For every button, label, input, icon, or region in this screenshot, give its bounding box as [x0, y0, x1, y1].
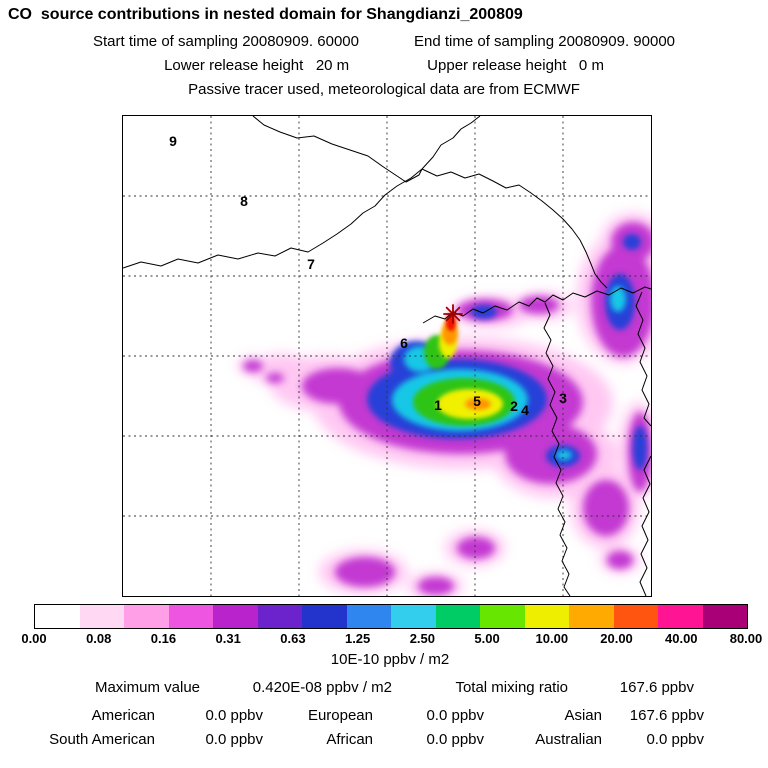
- colorbar-units: 10E-10 ppbv / m2: [330, 651, 450, 668]
- map-region-label: 6: [400, 335, 408, 351]
- map-region-label: 5: [473, 393, 481, 409]
- contributions-row-2: South American 0.0 ppbv African 0.0 ppbv…: [40, 731, 704, 748]
- colorbar-cell: [168, 605, 213, 628]
- contrib-value: 0.0 ppbv: [205, 731, 263, 748]
- colorbar-cell: [79, 605, 124, 628]
- colorbar-tick-label: 20.00: [600, 631, 633, 646]
- end-time-label: End time of sampling 20080909. 90000: [413, 33, 676, 50]
- colorbar-tick-label: 40.00: [664, 631, 698, 646]
- map-region-label: 8: [240, 193, 248, 209]
- map-region-label: 2: [510, 398, 518, 414]
- colorbar-cell: [302, 605, 347, 628]
- max-value: 0.420E-08 ppbv / m2: [252, 679, 392, 696]
- colorbar: [34, 604, 748, 629]
- sampling-times: Start time of sampling 20080909. 60000 E…: [0, 33, 768, 50]
- grid-lines: [123, 116, 651, 596]
- contrib-region: South American: [49, 731, 155, 748]
- colorbar-cell: [702, 605, 747, 628]
- colorbar-tick-label: 1.25: [344, 631, 371, 646]
- map-region-label: 7: [307, 256, 315, 272]
- map-region-label: 4: [521, 402, 529, 418]
- contributions-row-1: American 0.0 ppbv European 0.0 ppbv Asia…: [40, 707, 704, 724]
- colorbar-tick-label: 80.00: [729, 631, 763, 646]
- colorbar-cell: [480, 605, 525, 628]
- contrib-value: 0.0 ppbv: [426, 731, 484, 748]
- map-region-label: 3: [559, 390, 567, 406]
- contrib-value: 0.0 ppbv: [426, 707, 484, 724]
- summary-row: Maximum value 0.420E-08 ppbv / m2 Total …: [0, 679, 694, 696]
- colorbar-cell: [658, 605, 703, 628]
- contrib-region: American: [91, 707, 155, 724]
- colorbar-cell: [391, 605, 436, 628]
- colorbar-cell: [435, 605, 480, 628]
- colorbar-cell: [346, 605, 391, 628]
- map-region-label: 9: [169, 133, 177, 149]
- map-canvas: [123, 116, 651, 596]
- colorbar-cell: [257, 605, 302, 628]
- colorbar-cell: [524, 605, 569, 628]
- total-ratio-label: Total mixing ratio: [455, 679, 568, 696]
- start-time-label: Start time of sampling 20080909. 60000: [92, 33, 359, 50]
- contrib-region: Asian: [564, 707, 602, 724]
- colorbar-tick-label: 2.50: [409, 631, 436, 646]
- colorbar-tick-label: 0.08: [86, 631, 112, 646]
- colorbar-cell: [124, 605, 169, 628]
- lower-height-label: Lower release height 20 m: [164, 57, 350, 74]
- colorbar-cell: [35, 605, 80, 628]
- total-ratio-value: 167.6 ppbv: [619, 679, 694, 696]
- map-region-label: 1: [434, 397, 442, 413]
- colorbar-cell: [213, 605, 258, 628]
- contrib-value: 0.0 ppbv: [205, 707, 263, 724]
- colorbar-tick-label: 0.63: [280, 631, 306, 646]
- page-title: CO source contributions in nested domain…: [8, 6, 523, 23]
- tracer-note-label: Passive tracer used, meteorological data…: [188, 81, 580, 98]
- colorbar-tick-label: 5.00: [474, 631, 500, 646]
- contrib-value: 0.0 ppbv: [646, 731, 704, 748]
- station-marker-icon: [443, 304, 463, 324]
- release-heights: Lower release height 20 m Upper release …: [0, 57, 768, 74]
- colorbar-tick-label: 0.31: [215, 631, 241, 646]
- colorbar-tick-label: 0.16: [150, 631, 177, 646]
- upper-height-label: Upper release height 0 m: [427, 57, 604, 74]
- max-value-label: Maximum value: [94, 679, 200, 696]
- colorbar-ticks: 0.00 0.08 0.16 0.31 0.63 1.25 2.50 5.00 10.00 20.…: [21, 631, 762, 647]
- colorbar-tick-label: 10.00: [535, 631, 569, 646]
- colorbar-cell: [569, 605, 614, 628]
- tracer-note: Passive tracer used, meteorological data…: [0, 81, 768, 98]
- colorbar-tick-label: 0.00: [21, 631, 47, 646]
- contrib-value: 167.6 ppbv: [629, 707, 704, 724]
- contrib-region: European: [307, 707, 373, 724]
- colorbar-cell: [613, 605, 658, 628]
- contrib-region: African: [326, 731, 373, 748]
- contrib-region: Australian: [535, 731, 602, 748]
